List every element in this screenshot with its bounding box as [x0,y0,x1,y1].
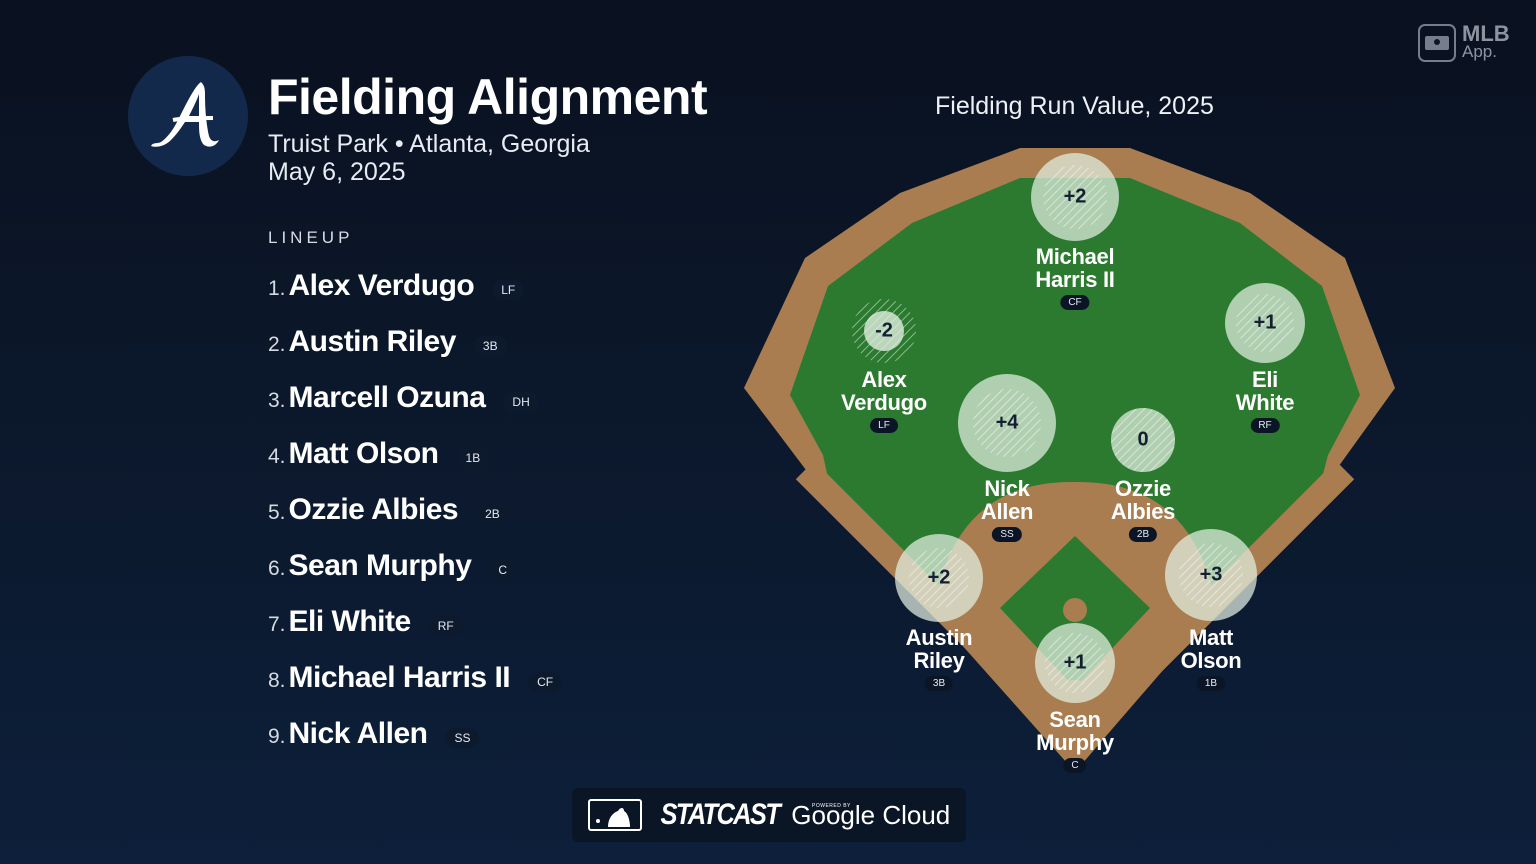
lineup-item: 6. Sean Murphy C [268,538,562,594]
frv-value-rf: +1 [1253,311,1277,334]
frv-value-2b: 0 [1137,428,1149,451]
frv-bubble-c [1035,623,1115,703]
position-badge: 2B [476,504,509,524]
frv-bubble-rf [1225,283,1305,363]
player-name: Austin Riley [288,325,457,358]
frv-value-lf: -2 [875,319,893,342]
position-badge: RF [1250,418,1280,433]
position-badge: 2B [1128,527,1158,542]
player-name: Michael Harris II [288,661,511,694]
venue: Truist Park • Atlanta, Georgia [268,130,590,158]
google-cloud-wordmark: Google Cloud [791,799,951,830]
player-name: Marcell Ozuna [288,381,486,414]
page-title: Fielding Alignment [268,69,708,125]
frv-bubble-3b [895,534,983,622]
player-name: Alex Verdugo [288,269,475,302]
position-badge: DH [503,392,539,412]
batting-order: 4. [268,445,286,468]
position-badge: 3B [924,676,954,691]
mlb-app-line1: MLB [1462,21,1510,46]
position-badge: CF [1060,295,1090,310]
mlb-logo-icon [587,799,642,831]
batting-order: 6. [268,557,286,580]
fielder-label-ss: Nick Allen SS [980,476,1034,542]
fielder-label-3b: Austin Riley 3B [905,625,973,691]
mlb-app-line2: App. [1462,42,1497,61]
lineup-item: 1. Alex Verdugo LF [268,258,562,314]
fielder-label-1b: Matt Olson 1B [1180,625,1242,691]
mlb-app-badge: MLB App. [1418,21,1510,62]
batting-order: 7. [268,613,286,636]
lineup-heading: LINEUP [268,228,354,247]
batting-order: 2. [268,333,286,356]
position-badge: SS [992,527,1022,542]
lineup-item: 2. Austin Riley 3B [268,314,562,370]
batting-order: 5. [268,501,286,524]
position-badge: SS [445,728,480,748]
batting-order: 1. [268,277,286,300]
player-name: Ozzie Albies [288,493,459,526]
player-name: Matt Olson [288,437,440,470]
frv-bubble-2b [1111,408,1175,472]
player-name: Nick Allen [288,717,428,750]
position-badge: C [489,560,517,580]
frv-value-cf: +2 [1063,185,1087,208]
position-badge: LF [492,280,525,300]
pitchers-mound [1063,598,1087,622]
batting-order: 8. [268,669,286,692]
position-badge: 3B [473,336,507,356]
team-logo [128,56,248,176]
frv-value-ss: +4 [995,411,1019,434]
lineup-list: 1. Alex Verdugo LF 2. Austin Riley 3B 3. Marc… [268,258,563,762]
venue-and-date: Truist Park • Atlanta, Georgia May 6, 20… [268,130,590,186]
braves-a-icon [151,82,219,147]
player-name: Sean Murphy [288,549,472,582]
fielder-label-lf: Alex Verdugo LF [841,367,927,433]
lineup-item: 7. Eli White RF [268,594,562,650]
lineup-item: 5. Ozzie Albies 2B [268,482,562,538]
fielder-label-2b: Ozzie Albies 2B [1110,476,1176,542]
frv-bubble-1b [1165,529,1257,621]
frv-value-1b: +3 [1199,563,1223,586]
lineup-item: 8. Michael Harris II CF [268,650,563,706]
batting-order: 9. [268,725,286,748]
position-badge: 1B [456,448,490,468]
outfield-grass [790,178,1360,740]
lineup-item: 3. Marcell Ozuna DH [268,370,562,426]
statcast-footer: STATCAST Google Cloud [572,788,966,842]
fielder-label-cf: Michael Harris II CF [1035,244,1115,310]
game-date: May 6, 2025 [268,158,406,186]
position-badge: 1B [1196,676,1226,691]
position-badge: RF [428,616,463,636]
field-chart-title: Fielding Run Value, 2025 [935,92,1214,120]
frv-value-3b: +2 [927,566,951,589]
powered-by-label: POWERED BY [812,803,851,809]
fielder-label-c: Sean Murphy C [1036,707,1114,773]
frv-bubble-cf [1031,153,1119,241]
position-badge: CF [528,672,563,692]
statcast-wordmark: STATCAST [660,798,780,831]
mlb-logo-icon [1418,24,1456,62]
frv-bubble-ss [958,374,1056,472]
position-badge: LF [870,418,898,433]
batting-order: 3. [268,389,286,412]
position-badge: C [1063,758,1087,773]
frv-value-c: +1 [1063,651,1087,674]
lineup-item: 4. Matt Olson 1B [268,426,562,482]
frv-bubble-lf [852,299,916,363]
player-name: Eli White [288,605,412,638]
lineup-item: 9. Nick Allen SS [268,706,562,762]
fielder-label-rf: Eli White RF [1235,367,1295,433]
